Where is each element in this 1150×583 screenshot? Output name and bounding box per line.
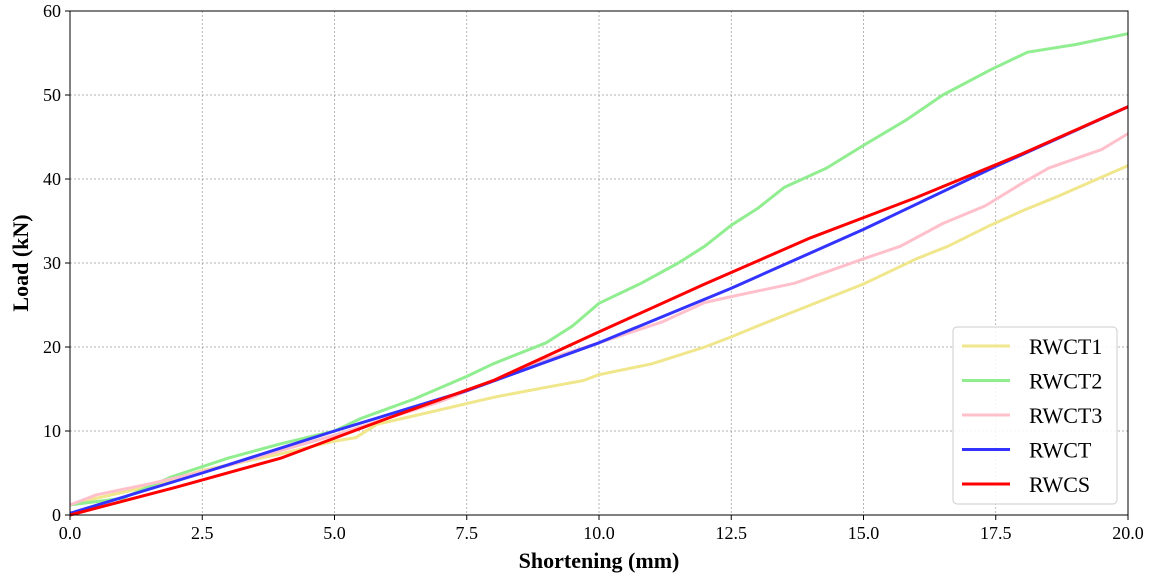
y-tick-label: 0 <box>52 505 61 525</box>
series-line-rwct1 <box>69 164 1129 507</box>
x-axis-label: Shortening (mm) <box>519 548 680 573</box>
series-line-rwct2 <box>69 32 1129 507</box>
y-tick-label: 10 <box>43 421 61 441</box>
x-tick-label: 15.0 <box>848 523 880 543</box>
series-line-rwct <box>69 105 1129 515</box>
legend-label: RWCT <box>1029 438 1092 463</box>
legend-label: RWCT3 <box>1029 403 1102 428</box>
legend-label: RWCT1 <box>1029 334 1102 359</box>
series-lines <box>69 32 1129 517</box>
x-tick-label: 17.5 <box>980 523 1012 543</box>
legend-box <box>952 326 1118 505</box>
x-tick-label: 12.5 <box>716 523 748 543</box>
legend-label: RWCT2 <box>1029 369 1102 394</box>
x-tick-label: 7.5 <box>456 523 479 543</box>
y-tick-label: 30 <box>43 253 61 273</box>
x-tick-label: 2.5 <box>191 523 214 543</box>
x-tick-label: 20.0 <box>1112 523 1144 543</box>
x-tick-label: 0.0 <box>59 523 82 543</box>
legend-label: RWCS <box>1029 472 1090 497</box>
legend: RWCT1 RWCT2 RWCT3 RWCT RWCS <box>952 326 1118 505</box>
x-tick-label: 5.0 <box>323 523 346 543</box>
series-line-rwcs <box>69 105 1129 517</box>
y-tick-label: 60 <box>43 1 61 21</box>
y-tick-label: 50 <box>43 85 61 105</box>
y-tick-label: 40 <box>43 169 61 189</box>
axis-ticks: 0.0 2.5 5.0 7.5 10.0 12.5 15.0 17.5 20.0 0 10 20 30 4… <box>43 1 1144 543</box>
y-tick-label: 20 <box>43 337 61 357</box>
x-tick-label: 10.0 <box>583 523 615 543</box>
y-axis-label: Load (kN) <box>8 214 33 311</box>
